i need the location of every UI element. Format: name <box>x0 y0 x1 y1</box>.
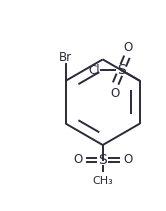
Text: O: O <box>123 153 132 166</box>
Text: S: S <box>117 63 126 77</box>
Text: Cl: Cl <box>88 64 100 77</box>
Text: S: S <box>98 153 107 167</box>
Text: O: O <box>110 87 119 100</box>
Text: CH₃: CH₃ <box>92 176 113 186</box>
Text: O: O <box>73 153 83 166</box>
Text: Br: Br <box>59 50 72 64</box>
Text: O: O <box>123 41 132 54</box>
